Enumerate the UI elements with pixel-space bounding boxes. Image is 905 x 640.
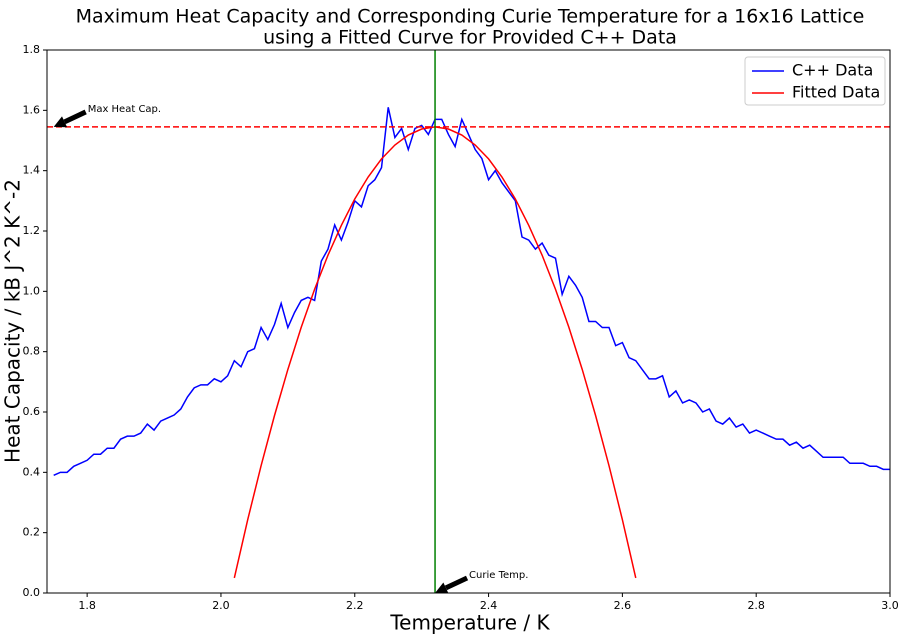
x-tick-label: 1.8	[78, 599, 96, 612]
y-tick-label: 0.6	[23, 405, 41, 418]
y-tick-label: 0.0	[23, 586, 41, 599]
x-tick-label: 2.2	[346, 599, 364, 612]
annotation-arrow	[63, 109, 87, 125]
x-axis-label: Temperature / K	[389, 611, 550, 635]
y-tick-label: 1.4	[23, 164, 41, 177]
plot-frame	[46, 49, 891, 594]
x-tick-label: 2.4	[480, 599, 498, 612]
annotation-text: Max Heat Cap.	[88, 104, 161, 115]
chart-title: using a Fitted Curve for Provided C++ Da…	[263, 27, 677, 49]
legend-label: C++ Data	[792, 61, 873, 80]
y-tick-label: 1.8	[23, 43, 41, 56]
y-tick-label: 0.8	[23, 345, 41, 358]
annotation-arrow	[444, 575, 469, 591]
x-tick-label: 2.8	[747, 599, 765, 612]
legend-label: Fitted Data	[792, 83, 880, 102]
y-tick-label: 1.0	[23, 284, 41, 297]
chart-title: Maximum Heat Capacity and Corresponding …	[76, 6, 865, 28]
annotation-arrow-head	[53, 116, 68, 128]
plot-area	[47, 50, 890, 593]
y-tick-label: 0.2	[23, 526, 41, 539]
y-tick-label: 1.6	[23, 103, 41, 116]
x-tick-label: 3.0	[881, 599, 899, 612]
annotation-arrow-head	[435, 582, 449, 594]
y-tick-label: 0.4	[23, 465, 41, 478]
x-tick-label: 2.0	[212, 599, 230, 612]
y-tick-label: 1.2	[23, 224, 41, 237]
x-tick-label: 2.6	[614, 599, 632, 612]
y-axis-label: Heat Capacity / kB J^2 K^-2	[1, 179, 25, 463]
annotation-text: Curie Temp.	[469, 570, 528, 581]
